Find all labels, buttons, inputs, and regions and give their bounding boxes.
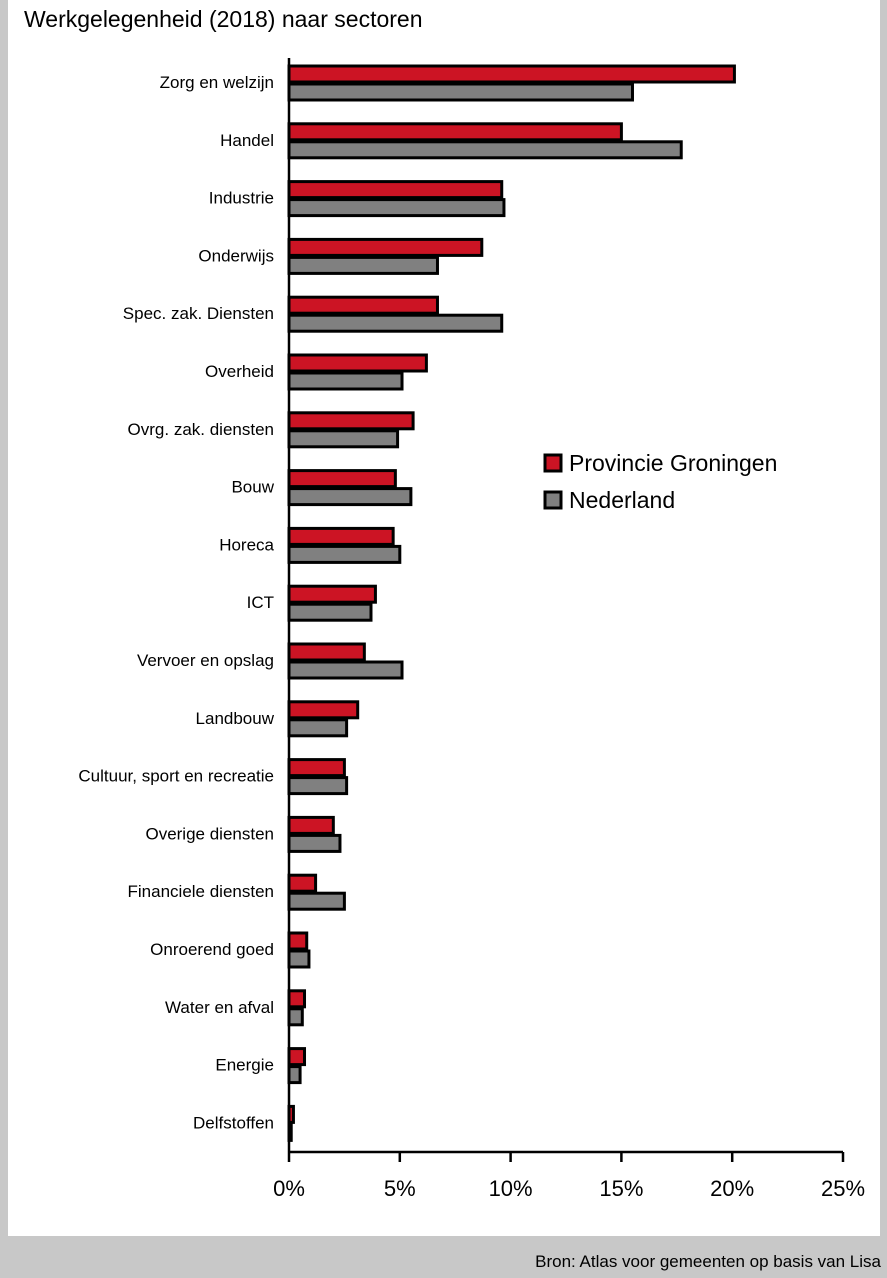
bar-groningen <box>287 526 395 546</box>
category-label: Cultuur, sport en recreatie <box>78 767 274 786</box>
x-tick-label: 25% <box>821 1176 865 1201</box>
bar-nederland <box>287 198 506 218</box>
bar-nederland <box>287 833 342 853</box>
bar-groningen <box>287 700 360 720</box>
category-label: Industrie <box>209 189 274 208</box>
category-label: Horeca <box>219 535 274 554</box>
bar-groningen <box>287 931 309 951</box>
bar-groningen <box>287 353 428 373</box>
bar-groningen <box>287 758 346 778</box>
bar-nederland <box>287 891 346 911</box>
legend-swatch <box>543 453 563 473</box>
legend-label: Nederland <box>569 487 675 513</box>
bar-groningen <box>287 1047 307 1067</box>
bar-nederland <box>287 544 402 564</box>
category-label: Bouw <box>231 478 274 497</box>
category-label: Onroerend goed <box>150 940 274 959</box>
bar-nederland <box>287 313 504 333</box>
bar-nederland <box>287 1007 304 1027</box>
category-label: Water en afval <box>165 998 274 1017</box>
source-note: Bron: Atlas voor gemeenten op basis van … <box>535 1252 881 1271</box>
bar-nederland <box>287 140 683 160</box>
bar-nederland <box>287 487 413 507</box>
bar-nederland <box>287 776 349 796</box>
bar-nederland <box>287 82 634 102</box>
bar-groningen <box>287 469 397 489</box>
legend-swatch <box>543 490 563 510</box>
bar-chart: Zorg en welzijn Handel Industrie Onderwijs S… <box>78 58 865 1201</box>
category-label: Delfstoffen <box>193 1113 274 1132</box>
bar-nederland <box>287 949 311 969</box>
category-label: ICT <box>247 593 274 612</box>
legend-label: Provincie Groningen <box>569 450 777 476</box>
category-label: Overige diensten <box>145 824 274 843</box>
bar-groningen <box>287 180 504 200</box>
bar-nederland <box>287 429 400 449</box>
x-tick-label: 20% <box>710 1176 754 1201</box>
bar-groningen <box>287 642 366 662</box>
x-tick-label: 10% <box>489 1176 533 1201</box>
bar-nederland <box>287 1065 302 1085</box>
bar-groningen <box>287 295 439 315</box>
bar-nederland <box>287 371 404 391</box>
category-label: Overheid <box>205 362 274 381</box>
bar-nederland <box>287 602 373 622</box>
category-label: Ovrg. zak. diensten <box>128 420 274 439</box>
category-label: Vervoer en opslag <box>137 651 274 670</box>
x-tick-label: 15% <box>599 1176 643 1201</box>
bar-groningen <box>287 122 623 142</box>
bar-groningen <box>287 584 377 604</box>
bar-nederland <box>287 718 349 738</box>
category-label: Handel <box>220 131 274 150</box>
bar-groningen <box>287 815 335 835</box>
category-label: Onderwijs <box>198 246 274 265</box>
bar-groningen <box>287 873 318 893</box>
bar-groningen <box>287 989 307 1009</box>
category-label: Landbouw <box>196 709 275 728</box>
bar-nederland <box>287 255 439 275</box>
x-tick-label: 0% <box>273 1176 305 1201</box>
category-label: Spec. zak. Diensten <box>123 304 274 323</box>
category-label: Financiele diensten <box>128 882 274 901</box>
bar-groningen <box>287 237 484 257</box>
category-label: Energie <box>215 1056 274 1075</box>
bar-nederland <box>287 660 404 680</box>
chart-title: Werkgelegenheid (2018) naar sectoren <box>24 6 423 32</box>
bar-groningen <box>287 64 736 84</box>
category-label: Zorg en welzijn <box>160 73 274 92</box>
x-tick-label: 5% <box>384 1176 416 1201</box>
bar-groningen <box>287 411 415 431</box>
